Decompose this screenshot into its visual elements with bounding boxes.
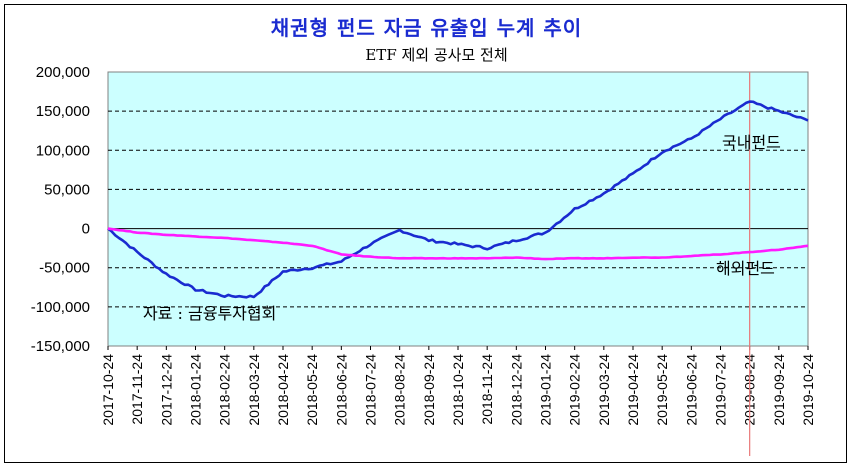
x-tick-label: 2018-06-24 [333,354,349,426]
series-line-domestic [107,100,809,299]
x-tick-label: 2017-12-24 [158,354,174,426]
series-line-overseas [107,227,809,261]
label-overseas: 해외펀드 [716,259,775,278]
x-tick-label: 2018-10-24 [450,354,466,426]
y-tick-label: 150,000 [36,103,90,120]
x-tick-label: 2018-11-24 [479,354,495,425]
x-tick-label: 2019-09-24 [771,354,787,426]
x-tick-label: 2019-07-24 [713,354,729,426]
x-tick-label: 2018-02-24 [217,354,233,426]
y-tick-label: 100,000 [36,142,90,159]
x-tick-label: 2019-01-24 [538,354,554,426]
x-tick-label: 2019-03-24 [596,354,612,426]
x-tick-label: 2018-04-24 [275,354,291,426]
x-tick-label: 2018-03-24 [246,354,262,426]
y-tick-label: 50,000 [44,181,90,198]
y-tick-label: -50,000 [39,260,90,277]
x-tick-label: 2018-01-24 [188,354,204,426]
x-tick-label: 2018-08-24 [392,354,408,426]
source-note: 자료 : 금융투자협회 [143,304,276,323]
x-tick-label: 2018-07-24 [363,354,379,426]
y-tick-label: -150,000 [31,338,90,355]
x-tick-label: 2017-11-24 [129,354,145,425]
x-tick-label: 2017-10-24 [100,354,116,426]
label-domestic: 국내펀드 [722,133,781,152]
x-tick-label: 2019-02-24 [567,354,583,426]
x-tick-label: 2019-06-24 [683,354,699,426]
plot-area [107,71,809,347]
x-tick-label: 2018-09-24 [421,354,437,426]
chart-subtitle: ETF 제외 공사모 전체 [365,46,508,64]
y-tick-label: -100,000 [31,299,90,316]
y-tick-label: 0 [82,221,90,238]
x-tick-label: 2019-04-24 [625,354,641,426]
chart-title: 채권형 펀드 자금 유출입 누계 추이 [270,16,583,40]
y-tick-label: 200,000 [36,64,90,81]
x-tick-label: 2019-10-24 [800,354,816,426]
x-tick-label: 2018-05-24 [304,354,320,426]
x-tick-label: 2018-12-24 [508,354,524,426]
x-tick-label: 2019-05-24 [654,354,670,426]
